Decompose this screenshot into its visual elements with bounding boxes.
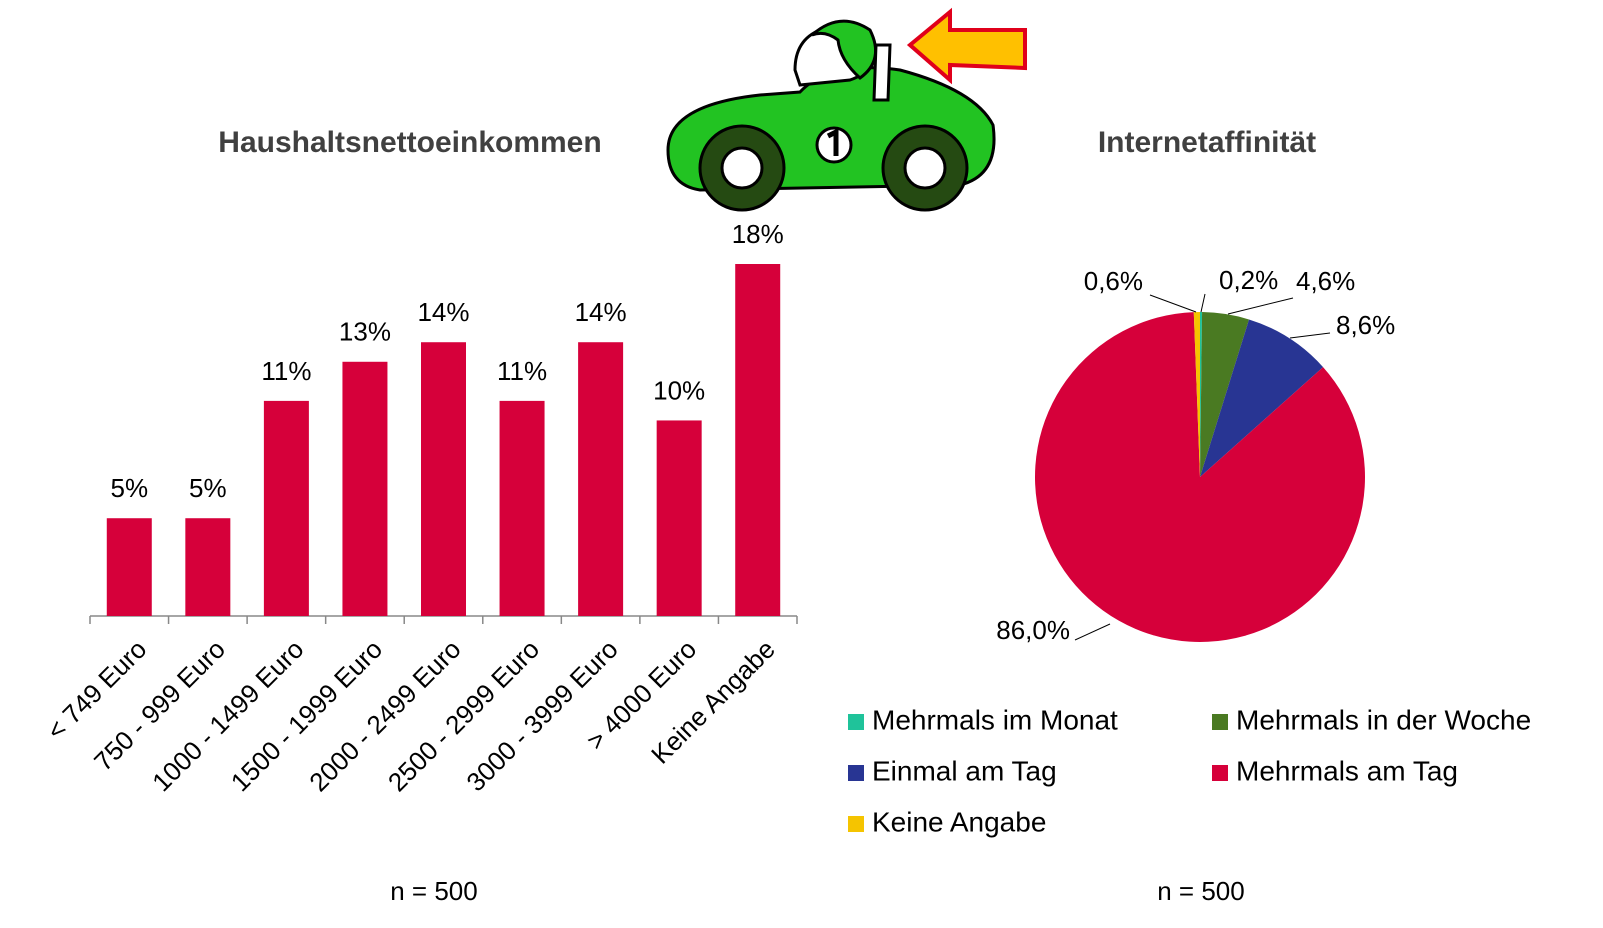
value-label: 10% xyxy=(653,375,705,405)
bar xyxy=(657,420,702,616)
value-label: 14% xyxy=(575,297,627,327)
bar xyxy=(185,518,230,616)
value-label: 11% xyxy=(497,356,547,386)
value-label: 4,6% xyxy=(1296,266,1355,296)
value-label: 0,6% xyxy=(1084,266,1143,296)
legend-label: Keine Angabe xyxy=(872,806,1046,837)
chart-title: Internetaffinität xyxy=(1098,126,1316,159)
bar xyxy=(107,518,152,616)
value-label: 0,2% xyxy=(1219,265,1278,295)
note: n = 500 xyxy=(1157,876,1244,906)
value-label: 14% xyxy=(417,297,469,327)
chart-title: Haushaltsnettoeinkommen xyxy=(218,126,601,159)
legend-label: Einmal am Tag xyxy=(872,755,1057,786)
legend-swatch xyxy=(848,714,864,730)
leader-line xyxy=(1150,295,1196,312)
legend-swatch xyxy=(848,765,864,781)
page: Haushaltsnettoeinkommenn = 5005%< 749 Eu… xyxy=(0,0,1603,928)
bar xyxy=(421,342,466,616)
value-label: 13% xyxy=(339,317,391,347)
note: n = 500 xyxy=(390,876,477,906)
legend-label: Mehrmals im Monat xyxy=(872,704,1118,735)
leader-line xyxy=(1228,298,1293,314)
value-label: 86,0% xyxy=(996,615,1070,645)
leader-line xyxy=(1290,333,1330,338)
value-label: 18% xyxy=(732,219,784,249)
bar xyxy=(500,401,545,616)
value-label: 8,6% xyxy=(1336,310,1395,340)
value-label: 5% xyxy=(110,473,148,503)
leader-line xyxy=(1201,294,1205,312)
legend-label: Mehrmals am Tag xyxy=(1236,755,1458,786)
legend-swatch xyxy=(1212,714,1228,730)
bar xyxy=(342,362,387,616)
legend-swatch xyxy=(1212,765,1228,781)
bar xyxy=(735,264,780,616)
legend-label: Mehrmals in der Woche xyxy=(1236,704,1531,735)
leader-line xyxy=(1075,624,1110,640)
car-illustration xyxy=(668,12,1025,210)
bar xyxy=(264,401,309,616)
bar xyxy=(578,342,623,616)
legend-swatch xyxy=(848,816,864,832)
value-label: 11% xyxy=(261,356,311,386)
value-label: 5% xyxy=(189,473,227,503)
